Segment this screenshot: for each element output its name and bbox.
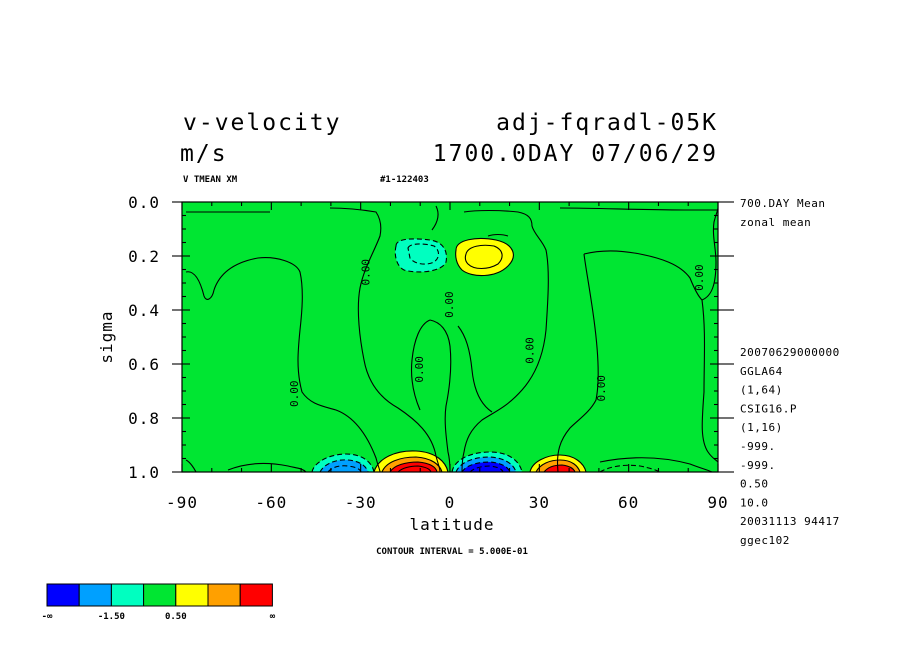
- zero-contour: [329, 207, 441, 472]
- colorbar-swatch: [143, 583, 177, 607]
- side-info-line: -999.: [740, 459, 776, 472]
- run-id: #1-122403: [380, 175, 429, 185]
- zero-contour: [431, 205, 439, 231]
- positive-contour: [543, 464, 576, 472]
- x-tick-label: -60: [255, 493, 287, 512]
- negative-contour: [469, 465, 504, 472]
- positive-contour: [535, 459, 581, 472]
- positive-contour: [373, 450, 449, 472]
- negative-contour: [451, 451, 523, 472]
- negative-contour: [311, 453, 375, 472]
- contour-label: 0.00: [288, 380, 301, 407]
- side-info-line: 700.DAY Mean: [740, 197, 825, 210]
- side-info-line: ggec102: [740, 534, 790, 547]
- contour-label: 0.00: [693, 264, 706, 291]
- side-info-line: CSIG16.P: [740, 402, 797, 415]
- x-tick-label: 90: [707, 493, 728, 512]
- side-info-top: 700.DAY Mean zonal mean: [740, 197, 825, 229]
- colorbar-swatch: [207, 583, 241, 607]
- side-info-line: zonal mean: [740, 216, 811, 229]
- negative-contour: [327, 465, 362, 472]
- contour-label: 0.00: [595, 375, 608, 402]
- contour-interval-label: CONTOUR INTERVAL = 5.000E-01: [376, 547, 528, 557]
- negative-contour: [455, 456, 517, 472]
- x-tick-label: -90: [166, 493, 198, 512]
- zero-contour: [701, 299, 718, 463]
- y-tick-label: 0.0: [128, 193, 160, 212]
- positive-contour: [529, 454, 587, 472]
- y-axis-label: sigma: [97, 310, 116, 363]
- upper-negative-cell: [395, 238, 447, 272]
- negative-contour: [461, 461, 511, 472]
- color-bar: -∞ -1.50 0.50 ∞: [42, 583, 276, 622]
- colorbar-swatch: [239, 583, 273, 607]
- colorbar-swatch: [46, 583, 80, 607]
- colorbar-label: -1.50: [98, 612, 125, 622]
- contour-label: 0.00: [443, 291, 456, 318]
- side-info-line: GGLA64: [740, 365, 783, 378]
- x-tick-label: -30: [345, 493, 377, 512]
- y-tick-label: 0.6: [128, 355, 160, 374]
- side-info-line: 20070629000000: [740, 346, 840, 359]
- negative-contour: [599, 464, 661, 472]
- positive-contour: [397, 465, 432, 472]
- axis-ticks: -90 -60 -30 0 30 60 90 0.0 0.2 0.4 0.6 0.8 1.0: [128, 193, 734, 512]
- positive-contour: [381, 456, 443, 472]
- x-tick-label: 30: [529, 493, 550, 512]
- side-info-line: -999.: [740, 440, 776, 453]
- experiment-name: adj-fqradl-05K: [496, 110, 718, 136]
- contour-label: 0.00: [413, 356, 426, 383]
- positive-contour: [487, 233, 509, 237]
- x-axis-label: latitude: [409, 515, 494, 534]
- colorbar-label: 0.50: [165, 612, 187, 622]
- colorbar-swatch: [78, 583, 112, 607]
- y-tick-label: 0.4: [128, 301, 160, 320]
- x-tick-label: 60: [618, 493, 639, 512]
- zero-contour: [429, 319, 452, 472]
- y-tick-label: 0.8: [128, 409, 160, 428]
- side-info-line: (1,16): [740, 421, 783, 434]
- side-info-line: (1,64): [740, 384, 783, 397]
- zero-contour: [556, 253, 599, 472]
- plot-area: 0.00 0.00 0.00 0.00 0.00 0.00 0.00: [182, 202, 718, 472]
- colorbar-label: -∞: [42, 612, 53, 622]
- zero-contour: [227, 462, 307, 472]
- zero-contour: [185, 257, 381, 472]
- negative-contour: [407, 243, 440, 265]
- contour-labels: 0.00 0.00 0.00 0.00 0.00 0.00 0.00: [288, 259, 706, 407]
- run-info: 1700.0DAY 07/06/29: [433, 141, 718, 167]
- contour-lines: [185, 205, 718, 472]
- contour-label: 0.00: [523, 337, 536, 364]
- side-info-line: 10.0: [740, 496, 769, 509]
- contour-label: 0.00: [360, 259, 373, 286]
- variable-label: V TMEAN XM: [183, 175, 238, 185]
- side-info-line: 0.50: [740, 478, 769, 491]
- plot-background: [182, 202, 718, 472]
- positive-contour: [464, 244, 503, 270]
- zero-contour: [559, 207, 718, 211]
- y-tick-label: 1.0: [128, 463, 160, 482]
- negative-contour: [394, 238, 448, 273]
- zero-contour: [410, 319, 431, 411]
- zero-contour: [461, 209, 549, 472]
- x-tick-label: 0: [445, 493, 456, 512]
- units-label: m/s: [180, 141, 228, 167]
- y-tick-label: 0.2: [128, 247, 160, 266]
- side-info-bottom: 20070629000000 GGLA64 (1,64) CSIG16.P (1,16)…: [740, 346, 840, 547]
- chart-title: v-velocity: [183, 110, 341, 136]
- colorbar-swatch: [110, 583, 145, 607]
- side-info-line: 20031113 94417: [740, 515, 840, 528]
- zero-contour: [599, 457, 713, 472]
- zero-contour: [457, 325, 493, 413]
- zero-contour: [185, 459, 197, 472]
- negative-contour: [319, 459, 369, 472]
- positive-contour: [389, 461, 438, 472]
- positive-contour: [455, 237, 514, 277]
- colorbar-label: ∞: [270, 612, 276, 622]
- colorbar-swatch: [175, 583, 209, 607]
